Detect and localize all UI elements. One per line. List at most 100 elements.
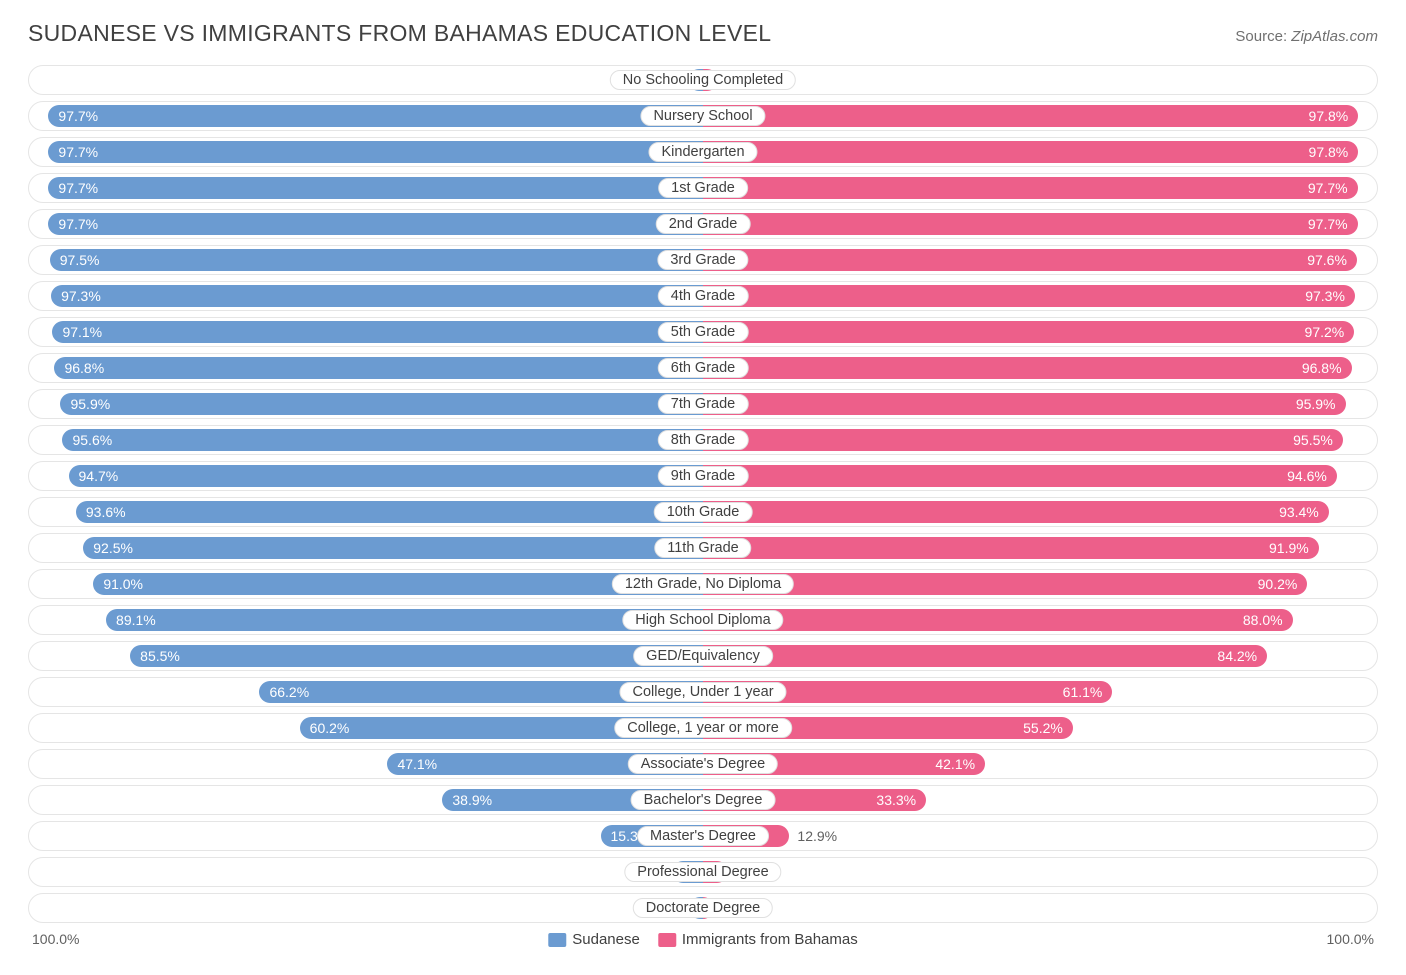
- category-label: Kindergarten: [648, 142, 757, 162]
- chart-row: 2.1%1.5%Doctorate Degree: [28, 893, 1378, 923]
- chart-row: 66.2%61.1%College, Under 1 year: [28, 677, 1378, 707]
- value-left: 47.1%: [397, 756, 437, 772]
- category-label: 1st Grade: [658, 178, 748, 198]
- value-right: 97.2%: [1305, 324, 1345, 340]
- value-right: 95.5%: [1293, 432, 1333, 448]
- value-left: 92.5%: [93, 540, 133, 556]
- category-label: 6th Grade: [658, 358, 749, 378]
- bar-left: [69, 465, 703, 487]
- category-label: High School Diploma: [622, 610, 783, 630]
- category-label: Master's Degree: [637, 826, 769, 846]
- legend: Sudanese Immigrants from Bahamas: [548, 931, 857, 948]
- category-label: Nursery School: [640, 106, 765, 126]
- bar-right: [703, 357, 1352, 379]
- chart-row: 2.3%2.2%No Schooling Completed: [28, 65, 1378, 95]
- bar-right: [703, 105, 1358, 127]
- chart-row: 93.6% 93.4% 10th Grade: [28, 497, 1378, 527]
- legend-swatch-left: [548, 933, 566, 947]
- value-left: 95.9%: [70, 396, 110, 412]
- legend-label-left: Sudanese: [572, 931, 640, 948]
- chart-row: 96.8%96.8%6th Grade: [28, 353, 1378, 383]
- value-right: 88.0%: [1243, 612, 1283, 628]
- bar-left: [130, 645, 703, 667]
- category-label: Professional Degree: [624, 862, 781, 882]
- chart-header: SUDANESE VS IMMIGRANTS FROM BAHAMAS EDUC…: [28, 20, 1378, 47]
- value-right: 42.1%: [935, 756, 975, 772]
- axis-max-right: 100.0%: [1327, 931, 1374, 947]
- value-left: 97.7%: [58, 216, 98, 232]
- chart-row: 97.3%97.3%4th Grade: [28, 281, 1378, 311]
- chart-row: 15.3%12.9%Master's Degree: [28, 821, 1378, 851]
- value-left: 93.6%: [86, 504, 126, 520]
- value-right: 90.2%: [1258, 576, 1298, 592]
- bar-left: [106, 609, 703, 631]
- legend-item-left: Sudanese: [548, 931, 640, 948]
- value-left: 97.1%: [62, 324, 102, 340]
- bar-left: [62, 429, 703, 451]
- category-label: 5th Grade: [658, 322, 749, 342]
- category-label: 7th Grade: [658, 394, 749, 414]
- category-label: Associate's Degree: [628, 754, 778, 774]
- bar-left: [48, 213, 703, 235]
- value-left: 97.5%: [60, 252, 100, 268]
- value-right: 97.7%: [1308, 216, 1348, 232]
- bar-left: [76, 501, 703, 523]
- category-label: College, 1 year or more: [614, 718, 792, 738]
- bar-right: [703, 393, 1346, 415]
- chart-row: 95.6%95.5%8th Grade: [28, 425, 1378, 455]
- bar-right: [703, 213, 1358, 235]
- bar-right: [703, 285, 1355, 307]
- value-right: 12.9%: [797, 828, 837, 844]
- bar-right: [703, 645, 1267, 667]
- bar-left: [48, 177, 703, 199]
- category-label: 11th Grade: [654, 538, 751, 558]
- chart-row: 85.5%84.2%GED/Equivalency: [28, 641, 1378, 671]
- source-name: ZipAtlas.com: [1291, 28, 1378, 45]
- value-right: 93.4%: [1279, 504, 1319, 520]
- chart-row: 97.5%97.6%3rd Grade: [28, 245, 1378, 275]
- bar-right: [703, 501, 1329, 523]
- category-label: College, Under 1 year: [619, 682, 786, 702]
- bar-left: [83, 537, 703, 559]
- chart-row: 89.1%88.0%High School Diploma: [28, 605, 1378, 635]
- value-left: 97.7%: [58, 144, 98, 160]
- bar-left: [54, 357, 703, 379]
- bar-right: [703, 609, 1293, 631]
- value-left: 97.3%: [61, 288, 101, 304]
- bar-left: [50, 249, 703, 271]
- bar-left: [48, 105, 703, 127]
- value-left: 91.0%: [103, 576, 143, 592]
- category-label: 12th Grade, No Diploma: [612, 574, 794, 594]
- value-right: 97.7%: [1308, 180, 1348, 196]
- chart-footer: 100.0% Sudanese Immigrants from Bahamas …: [28, 931, 1378, 955]
- legend-label-right: Immigrants from Bahamas: [682, 931, 858, 948]
- value-right: 84.2%: [1217, 648, 1257, 664]
- value-left: 95.6%: [72, 432, 112, 448]
- category-label: GED/Equivalency: [633, 646, 773, 666]
- chart-row: 92.5% 91.9% 11th Grade: [28, 533, 1378, 563]
- bar-left: [51, 285, 703, 307]
- source-prefix: Source:: [1235, 28, 1291, 45]
- value-left: 97.7%: [58, 180, 98, 196]
- value-left: 38.9%: [452, 792, 492, 808]
- category-label: 4th Grade: [658, 286, 749, 306]
- category-label: 10th Grade: [654, 502, 753, 522]
- bar-left: [52, 321, 703, 343]
- bar-right: [703, 429, 1343, 451]
- bar-left: [60, 393, 703, 415]
- value-right: 33.3%: [876, 792, 916, 808]
- value-right: 91.9%: [1269, 540, 1309, 556]
- value-right: 95.9%: [1296, 396, 1336, 412]
- value-right: 61.1%: [1063, 684, 1103, 700]
- bar-right: [703, 249, 1357, 271]
- value-left: 97.7%: [58, 108, 98, 124]
- category-label: Doctorate Degree: [633, 898, 773, 918]
- category-label: Bachelor's Degree: [631, 790, 776, 810]
- value-right: 94.6%: [1287, 468, 1327, 484]
- value-right: 96.8%: [1302, 360, 1342, 376]
- bar-right: [703, 177, 1358, 199]
- chart-row: 95.9% 95.9% 7th Grade: [28, 389, 1378, 419]
- category-label: 9th Grade: [658, 466, 749, 486]
- bar-right: [703, 465, 1337, 487]
- bar-right: [703, 141, 1358, 163]
